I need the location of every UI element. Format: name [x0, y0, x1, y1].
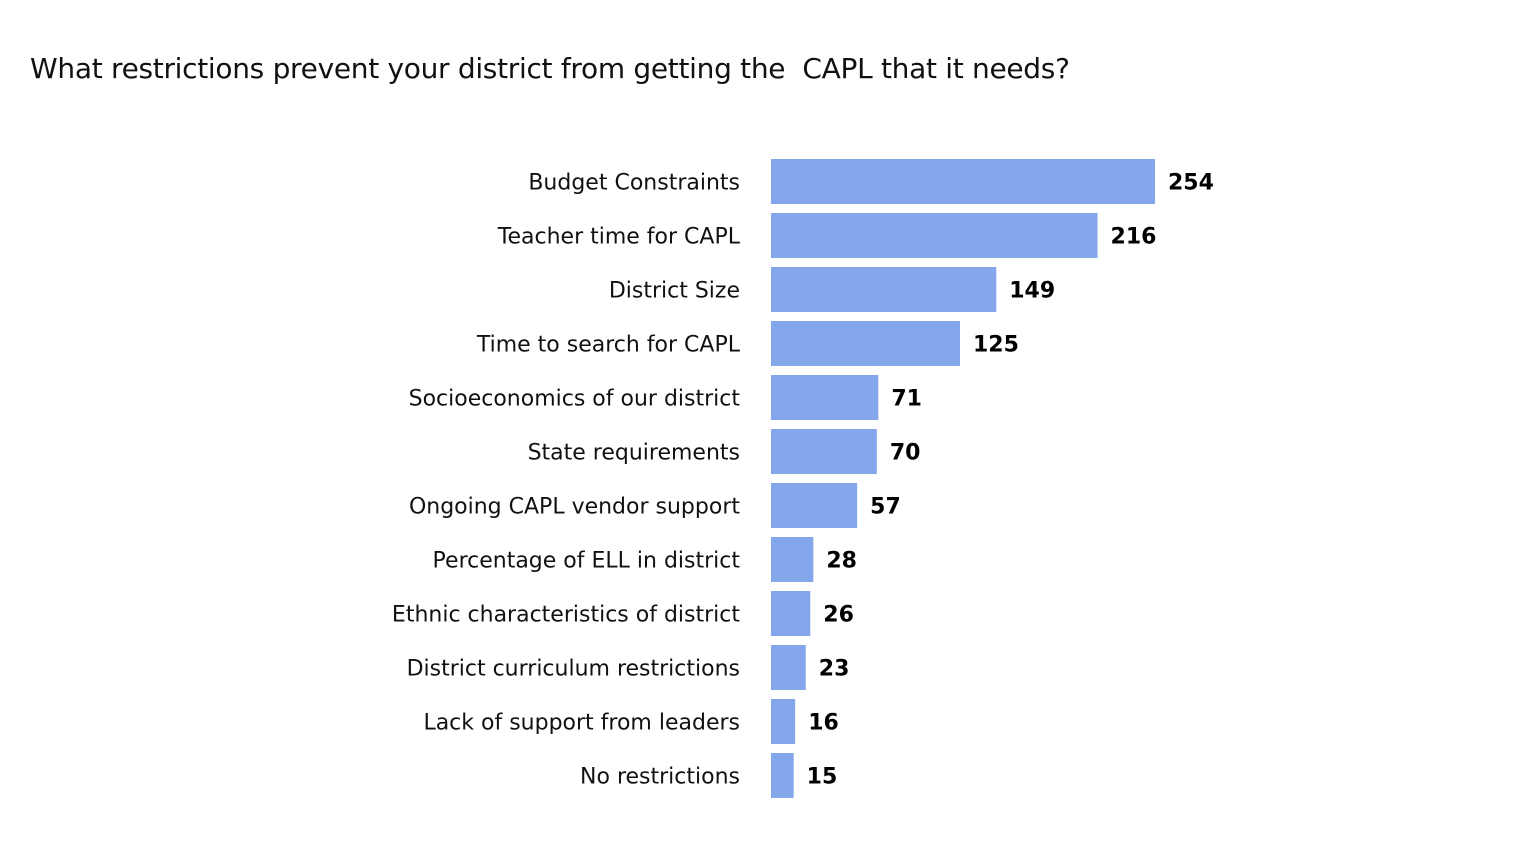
bar — [771, 483, 858, 528]
bar — [771, 699, 796, 744]
bar — [771, 591, 811, 636]
category-label: Lack of support from leaders — [423, 711, 740, 736]
category-label: District curriculum restrictions — [407, 657, 740, 682]
data-label: 57 — [870, 495, 901, 520]
bar — [771, 537, 814, 582]
category-label: Ongoing CAPL vendor support — [409, 495, 740, 520]
category-label: State requirements — [528, 441, 740, 466]
category-label: Percentage of ELL in district — [433, 549, 741, 574]
bar — [771, 213, 1098, 258]
bar — [771, 321, 960, 366]
category-label: Teacher time for CAPL — [497, 225, 741, 250]
category-label: Socioeconomics of our district — [409, 387, 741, 412]
category-label: District Size — [609, 279, 740, 304]
bar — [771, 645, 806, 690]
data-label: 70 — [890, 441, 921, 466]
chart-title: What restrictions prevent your district … — [30, 52, 1070, 85]
data-label: 71 — [891, 387, 922, 412]
bar — [771, 375, 879, 420]
category-label: Ethnic characteristics of district — [392, 603, 740, 628]
data-label: 16 — [808, 711, 839, 736]
data-label: 125 — [973, 333, 1019, 358]
data-label: 15 — [807, 765, 838, 790]
data-label: 26 — [823, 603, 854, 628]
data-label: 216 — [1111, 225, 1157, 250]
data-label: 149 — [1009, 279, 1055, 304]
bar — [771, 429, 877, 474]
data-label: 254 — [1168, 171, 1214, 196]
bar — [771, 159, 1155, 204]
category-label: No restrictions — [580, 765, 740, 790]
bar — [771, 753, 794, 798]
data-label: 23 — [819, 657, 850, 682]
category-label: Budget Constraints — [528, 171, 740, 196]
category-label: Time to search for CAPL — [476, 333, 741, 358]
data-label: 28 — [826, 549, 857, 574]
bar — [771, 267, 997, 312]
